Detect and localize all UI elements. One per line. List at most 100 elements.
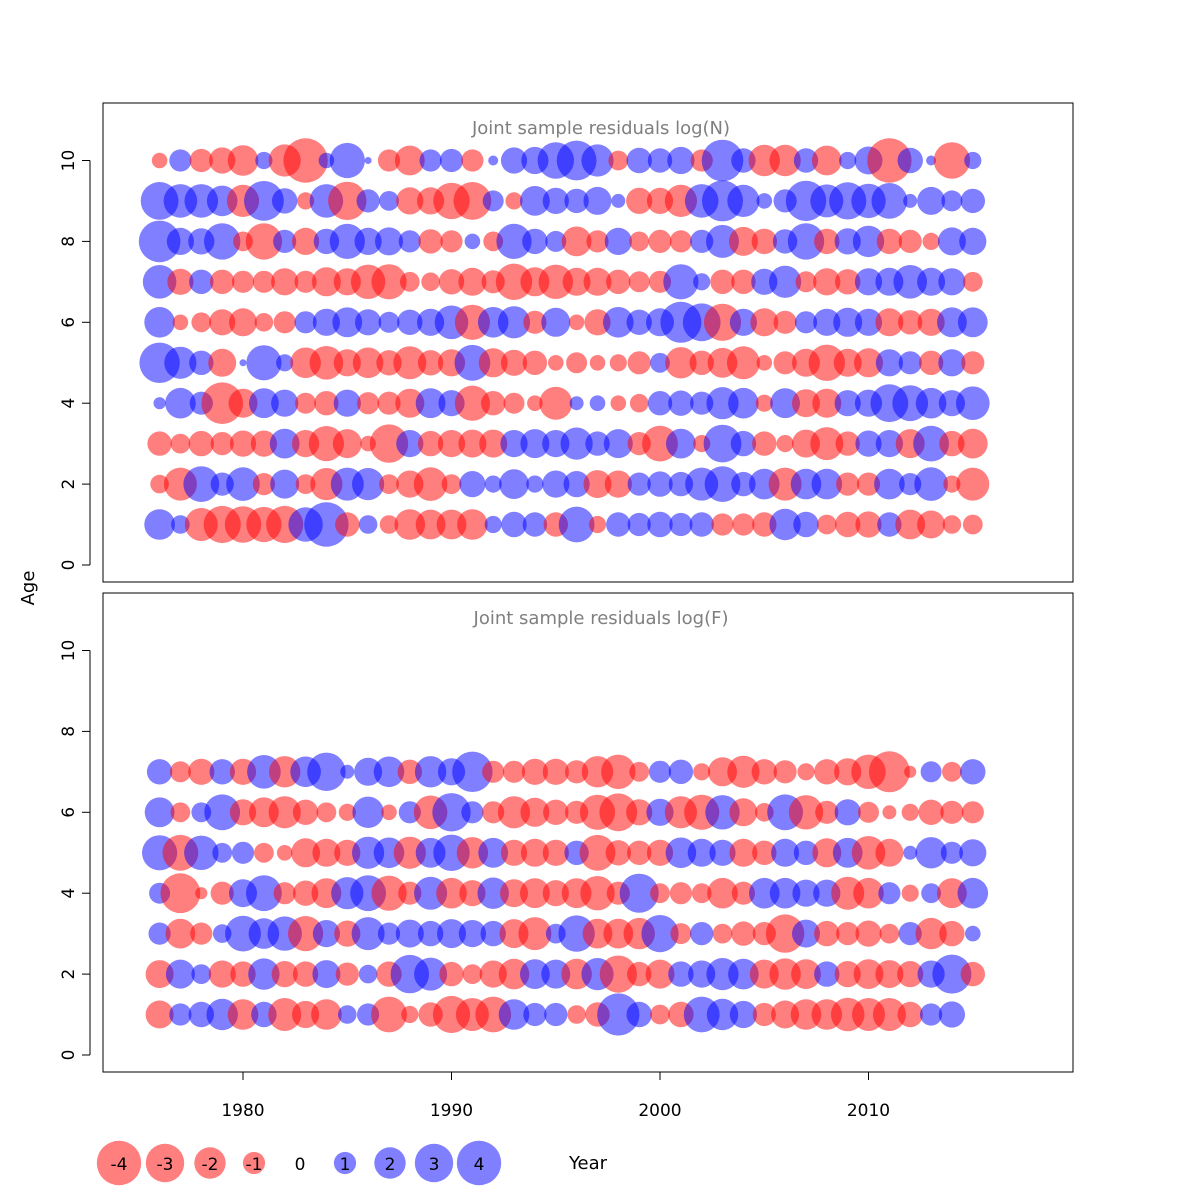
residual-bubble <box>938 268 966 296</box>
residual-bubble <box>294 270 317 293</box>
residual-bubble <box>414 957 448 991</box>
residual-bubble <box>558 915 595 952</box>
panel-log-n: Joint sample residuals log(N) 0 2 4 6 8 10 <box>59 102 1074 583</box>
x-tick-label: 1990 <box>430 1101 473 1121</box>
residual-bubble <box>399 271 420 292</box>
residual-bubble <box>521 758 549 785</box>
residual-bubble <box>727 184 760 217</box>
residual-bubble <box>813 308 841 336</box>
residual-bubble <box>329 142 365 179</box>
residual-bubble <box>377 922 401 945</box>
residual-bubble <box>750 308 779 337</box>
residual-bubble <box>268 998 302 1031</box>
residual-bubble <box>964 151 982 170</box>
residual-bubble <box>379 191 399 211</box>
residual-bubble <box>878 882 901 905</box>
residual-bubble <box>665 837 697 869</box>
residual-bubble <box>309 346 344 380</box>
legend-label: 2 <box>385 1155 396 1175</box>
residual-bubble <box>731 269 756 294</box>
panel-log-f: Joint sample residuals log(F) 0 2 4 6 8 10 <box>59 592 1074 1073</box>
y-tick-label: 10 <box>59 640 79 662</box>
residual-bubble <box>457 509 488 540</box>
residual-bubble <box>875 308 904 337</box>
residual-bubble <box>379 474 399 494</box>
residual-bubble <box>308 426 344 462</box>
residual-bubble <box>228 388 258 418</box>
residual-bubble <box>354 757 383 786</box>
residual-bubble <box>271 389 299 417</box>
residual-bubble <box>201 382 243 425</box>
residual-bubble <box>588 515 607 534</box>
residual-bubble <box>904 765 917 778</box>
residual-bubble <box>668 759 694 784</box>
residual-bubble <box>603 429 633 459</box>
residual-bubble <box>227 999 259 1030</box>
residual-bubble <box>464 233 481 250</box>
residual-bubble <box>520 797 550 827</box>
residual-bubble <box>836 922 860 946</box>
residual-bubble <box>292 227 320 255</box>
residual-bubble <box>548 355 564 371</box>
residual-bubble <box>901 803 919 821</box>
residual-bubble <box>438 269 465 295</box>
residual-bubble <box>153 397 166 410</box>
residual-bubble <box>667 146 695 175</box>
residual-bubble <box>942 761 962 782</box>
residual-bubble <box>354 227 382 255</box>
residual-bubble <box>814 228 840 255</box>
residual-bubble <box>687 838 716 867</box>
residual-bubble <box>731 921 756 946</box>
residual-bubble <box>835 511 861 538</box>
residual-bubble <box>333 389 361 417</box>
residual-bubble <box>328 181 367 221</box>
residual-bubble <box>229 430 257 457</box>
residual-bubble <box>940 800 964 824</box>
residual-bubble <box>626 147 652 174</box>
residual-bubble <box>542 758 569 785</box>
residual-bubble <box>340 764 355 779</box>
residual-bubble <box>580 876 615 911</box>
residual-bubble <box>569 396 584 411</box>
residual-bubble <box>505 192 523 210</box>
residual-bubble <box>872 998 906 1031</box>
residual-bubble <box>648 760 672 783</box>
residual-bubble <box>189 148 213 173</box>
residual-bubble <box>291 838 321 868</box>
x-tick-label: 1980 <box>221 1101 264 1121</box>
residual-bubble <box>229 308 257 337</box>
residual-bubble <box>853 877 884 909</box>
residual-bubble <box>292 1000 320 1029</box>
residual-bubble <box>542 470 570 498</box>
residual-bubble <box>903 193 918 208</box>
y-tick-label: 6 <box>59 317 79 328</box>
residual-bubble <box>145 1000 174 1029</box>
residual-bubble <box>898 310 923 335</box>
residual-bubble <box>523 1002 547 1027</box>
residual-bubble <box>351 917 385 951</box>
residual-bubble <box>563 471 590 498</box>
residual-bubble <box>458 920 486 948</box>
residual-bubble <box>520 186 550 216</box>
residual-bubble <box>283 138 328 183</box>
residual-bubble <box>371 875 407 911</box>
residual-bubble <box>793 511 819 538</box>
panel-title: Joint sample residuals log(N) <box>471 118 730 139</box>
residual-bubble <box>879 923 900 944</box>
residual-bubble <box>917 308 945 336</box>
residual-bubble <box>478 837 509 868</box>
x-axis-label: Year <box>568 1153 608 1174</box>
residual-bubble <box>836 472 860 496</box>
residual-bubble <box>539 386 573 420</box>
residual-bubble <box>479 429 508 458</box>
residual-bubble <box>712 923 733 944</box>
residual-bubble <box>913 425 949 462</box>
residual-bubble <box>581 144 614 177</box>
residual-bubble <box>395 919 424 948</box>
residual-bubble <box>169 149 192 172</box>
residual-bubble <box>231 270 255 293</box>
residual-bubble <box>597 993 640 1036</box>
residual-bubble <box>956 467 990 501</box>
residual-bubble <box>500 349 528 376</box>
